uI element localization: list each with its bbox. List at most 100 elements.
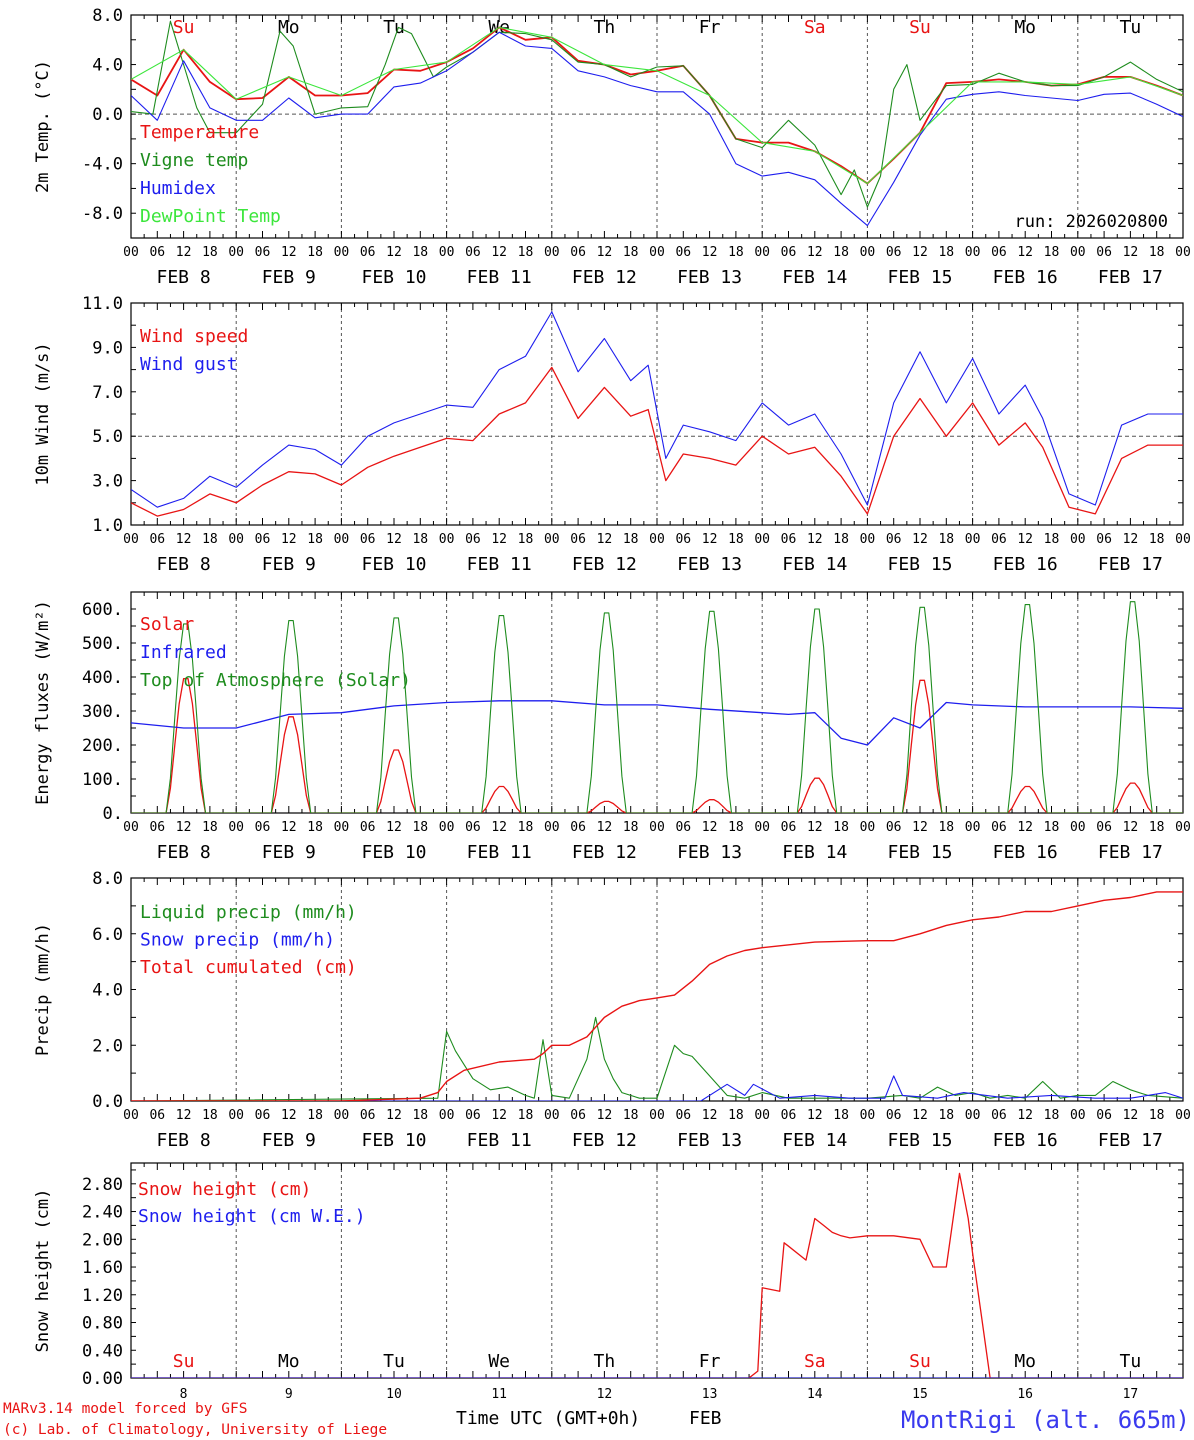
x-hour-label: 06 bbox=[360, 1108, 376, 1123]
x-date-label: FEB 17 bbox=[1098, 554, 1163, 575]
station-label: MontRigi (alt. 665m) bbox=[901, 1406, 1190, 1434]
x-hour-label: 12 bbox=[597, 1108, 613, 1123]
y-axis-label: Precip (mm/h) bbox=[33, 923, 53, 1056]
x-hour-label: 00 bbox=[860, 532, 876, 547]
x-hour-label: 18 bbox=[202, 532, 218, 547]
x-hour-label: 00 bbox=[649, 532, 665, 547]
y-tick-label: 400. bbox=[82, 668, 123, 688]
x-hour-label: 00 bbox=[754, 1108, 770, 1123]
day-name-label: Mo bbox=[1014, 1351, 1036, 1372]
x-hour-label: 12 bbox=[597, 820, 613, 835]
x-day-number-label: 12 bbox=[597, 1387, 613, 1402]
x-hour-label: 18 bbox=[938, 245, 954, 260]
x-hour-label: 06 bbox=[1096, 1108, 1112, 1123]
x-date-label: FEB 16 bbox=[993, 842, 1058, 863]
x-hour-label: 18 bbox=[1149, 245, 1165, 260]
y-tick-label: 200. bbox=[82, 736, 123, 756]
x-hour-label: 00 bbox=[860, 820, 876, 835]
x-hour-label: 18 bbox=[518, 820, 534, 835]
footer-month-label: FEB bbox=[689, 1408, 722, 1429]
day-name-label: Sa bbox=[804, 1351, 826, 1372]
day-name-label: Su bbox=[909, 17, 931, 38]
x-hour-label: 12 bbox=[807, 1108, 823, 1123]
x-hour-label: 18 bbox=[1149, 532, 1165, 547]
y-tick-label: 0.0 bbox=[92, 105, 123, 125]
x-hour-label: 18 bbox=[623, 820, 639, 835]
x-hour-label: 00 bbox=[228, 1108, 244, 1123]
x-hour-label: 00 bbox=[649, 820, 665, 835]
day-name-label: Tu bbox=[383, 17, 405, 38]
x-hour-label: 12 bbox=[1123, 245, 1139, 260]
y-tick-label: 1.20 bbox=[82, 1286, 123, 1306]
x-date-label: FEB 11 bbox=[467, 842, 532, 863]
x-hour-label: 00 bbox=[439, 1108, 455, 1123]
x-date-label: FEB 15 bbox=[887, 842, 952, 863]
x-hour-label: 00 bbox=[1070, 1108, 1086, 1123]
y-tick-label: 500. bbox=[82, 634, 123, 654]
y-tick-label: 2.00 bbox=[82, 1230, 123, 1250]
x-hour-label: 00 bbox=[1070, 245, 1086, 260]
x-hour-label: 12 bbox=[281, 1108, 297, 1123]
x-hour-label: 00 bbox=[965, 820, 981, 835]
x-hour-label: 12 bbox=[1017, 245, 1033, 260]
x-hour-label: 18 bbox=[202, 820, 218, 835]
x-hour-label: 18 bbox=[412, 532, 428, 547]
day-name-label: Tu bbox=[1120, 1351, 1142, 1372]
y-tick-label: 300. bbox=[82, 702, 123, 722]
x-hour-label: 12 bbox=[1123, 820, 1139, 835]
day-name-label: Mo bbox=[278, 1351, 300, 1372]
x-hour-label: 18 bbox=[623, 245, 639, 260]
x-hour-label: 00 bbox=[860, 1108, 876, 1123]
x-hour-label: 18 bbox=[938, 532, 954, 547]
x-hour-label: 00 bbox=[1175, 820, 1191, 835]
x-hour-label: 06 bbox=[1096, 245, 1112, 260]
y-tick-label: -4.0 bbox=[82, 155, 123, 175]
x-hour-label: 12 bbox=[1123, 532, 1139, 547]
legend-entry: Temperature bbox=[140, 122, 259, 143]
y-tick-label: 4.0 bbox=[92, 56, 123, 76]
footer-model-text: MARv3.14 model forced by GFS bbox=[3, 1401, 247, 1417]
x-hour-label: 12 bbox=[491, 820, 507, 835]
x-hour-label: 00 bbox=[334, 820, 350, 835]
x-hour-label: 06 bbox=[991, 1108, 1007, 1123]
x-day-number-label: 11 bbox=[491, 1387, 507, 1402]
x-date-label: FEB 8 bbox=[157, 267, 211, 288]
y-tick-label: 9.0 bbox=[92, 338, 123, 358]
day-name-label: Su bbox=[173, 17, 195, 38]
y-axis-label: Snow height (cm) bbox=[33, 1189, 53, 1353]
footer: MARv3.14 model forced by GFS (c) Lab. of… bbox=[3, 1401, 1190, 1438]
panel-snow: 2.80 2.40 2.00 1.60 1.20 0.80 0.40 0.00 Snow hei… bbox=[33, 1162, 1184, 1402]
x-date-label: FEB 9 bbox=[262, 842, 316, 863]
x-hour-label: 00 bbox=[649, 245, 665, 260]
x-hour-label: 18 bbox=[412, 1108, 428, 1123]
x-hour-label: 00 bbox=[334, 245, 350, 260]
series-line-snow-height-cm- bbox=[131, 1172, 1183, 1378]
day-name-label: Sa bbox=[804, 17, 826, 38]
legend-entry: Top of Atmosphere (Solar) bbox=[140, 670, 411, 691]
y-tick-label: 0.0 bbox=[92, 1092, 123, 1112]
y-tick-label: 0.00 bbox=[82, 1369, 123, 1389]
x-hour-label: 06 bbox=[465, 1108, 481, 1123]
x-hour-label: 06 bbox=[570, 245, 586, 260]
y-tick-label: 5.0 bbox=[92, 427, 123, 447]
x-date-label: FEB 17 bbox=[1098, 842, 1163, 863]
x-hour-label: 06 bbox=[570, 820, 586, 835]
y-tick-label: 0. bbox=[103, 804, 123, 824]
x-hour-label: 06 bbox=[675, 245, 691, 260]
x-hour-label: 12 bbox=[1017, 820, 1033, 835]
x-date-label: FEB 8 bbox=[157, 842, 211, 863]
y-axis-label: 2m Temp. (°C) bbox=[33, 60, 53, 193]
panel-temp: 8.0 4.0 0.0 -4.0 -8.0 2m Temp. (°C) 00 06 12 18 FE… bbox=[33, 6, 1191, 288]
y-tick-label: 0.80 bbox=[82, 1314, 123, 1334]
x-hour-label: 06 bbox=[781, 1108, 797, 1123]
x-hour-label: 00 bbox=[544, 532, 560, 547]
x-date-label: FEB 11 bbox=[467, 554, 532, 575]
x-hour-label: 12 bbox=[386, 532, 402, 547]
run-label: run: 2026020800 bbox=[1014, 212, 1168, 232]
x-hour-label: 18 bbox=[938, 1108, 954, 1123]
x-date-label: FEB 15 bbox=[887, 1130, 952, 1151]
y-axis-label: 10m Wind (m/s) bbox=[33, 342, 53, 485]
x-hour-label: 12 bbox=[702, 245, 718, 260]
x-hour-label: 00 bbox=[860, 245, 876, 260]
x-date-label: FEB 13 bbox=[677, 554, 742, 575]
